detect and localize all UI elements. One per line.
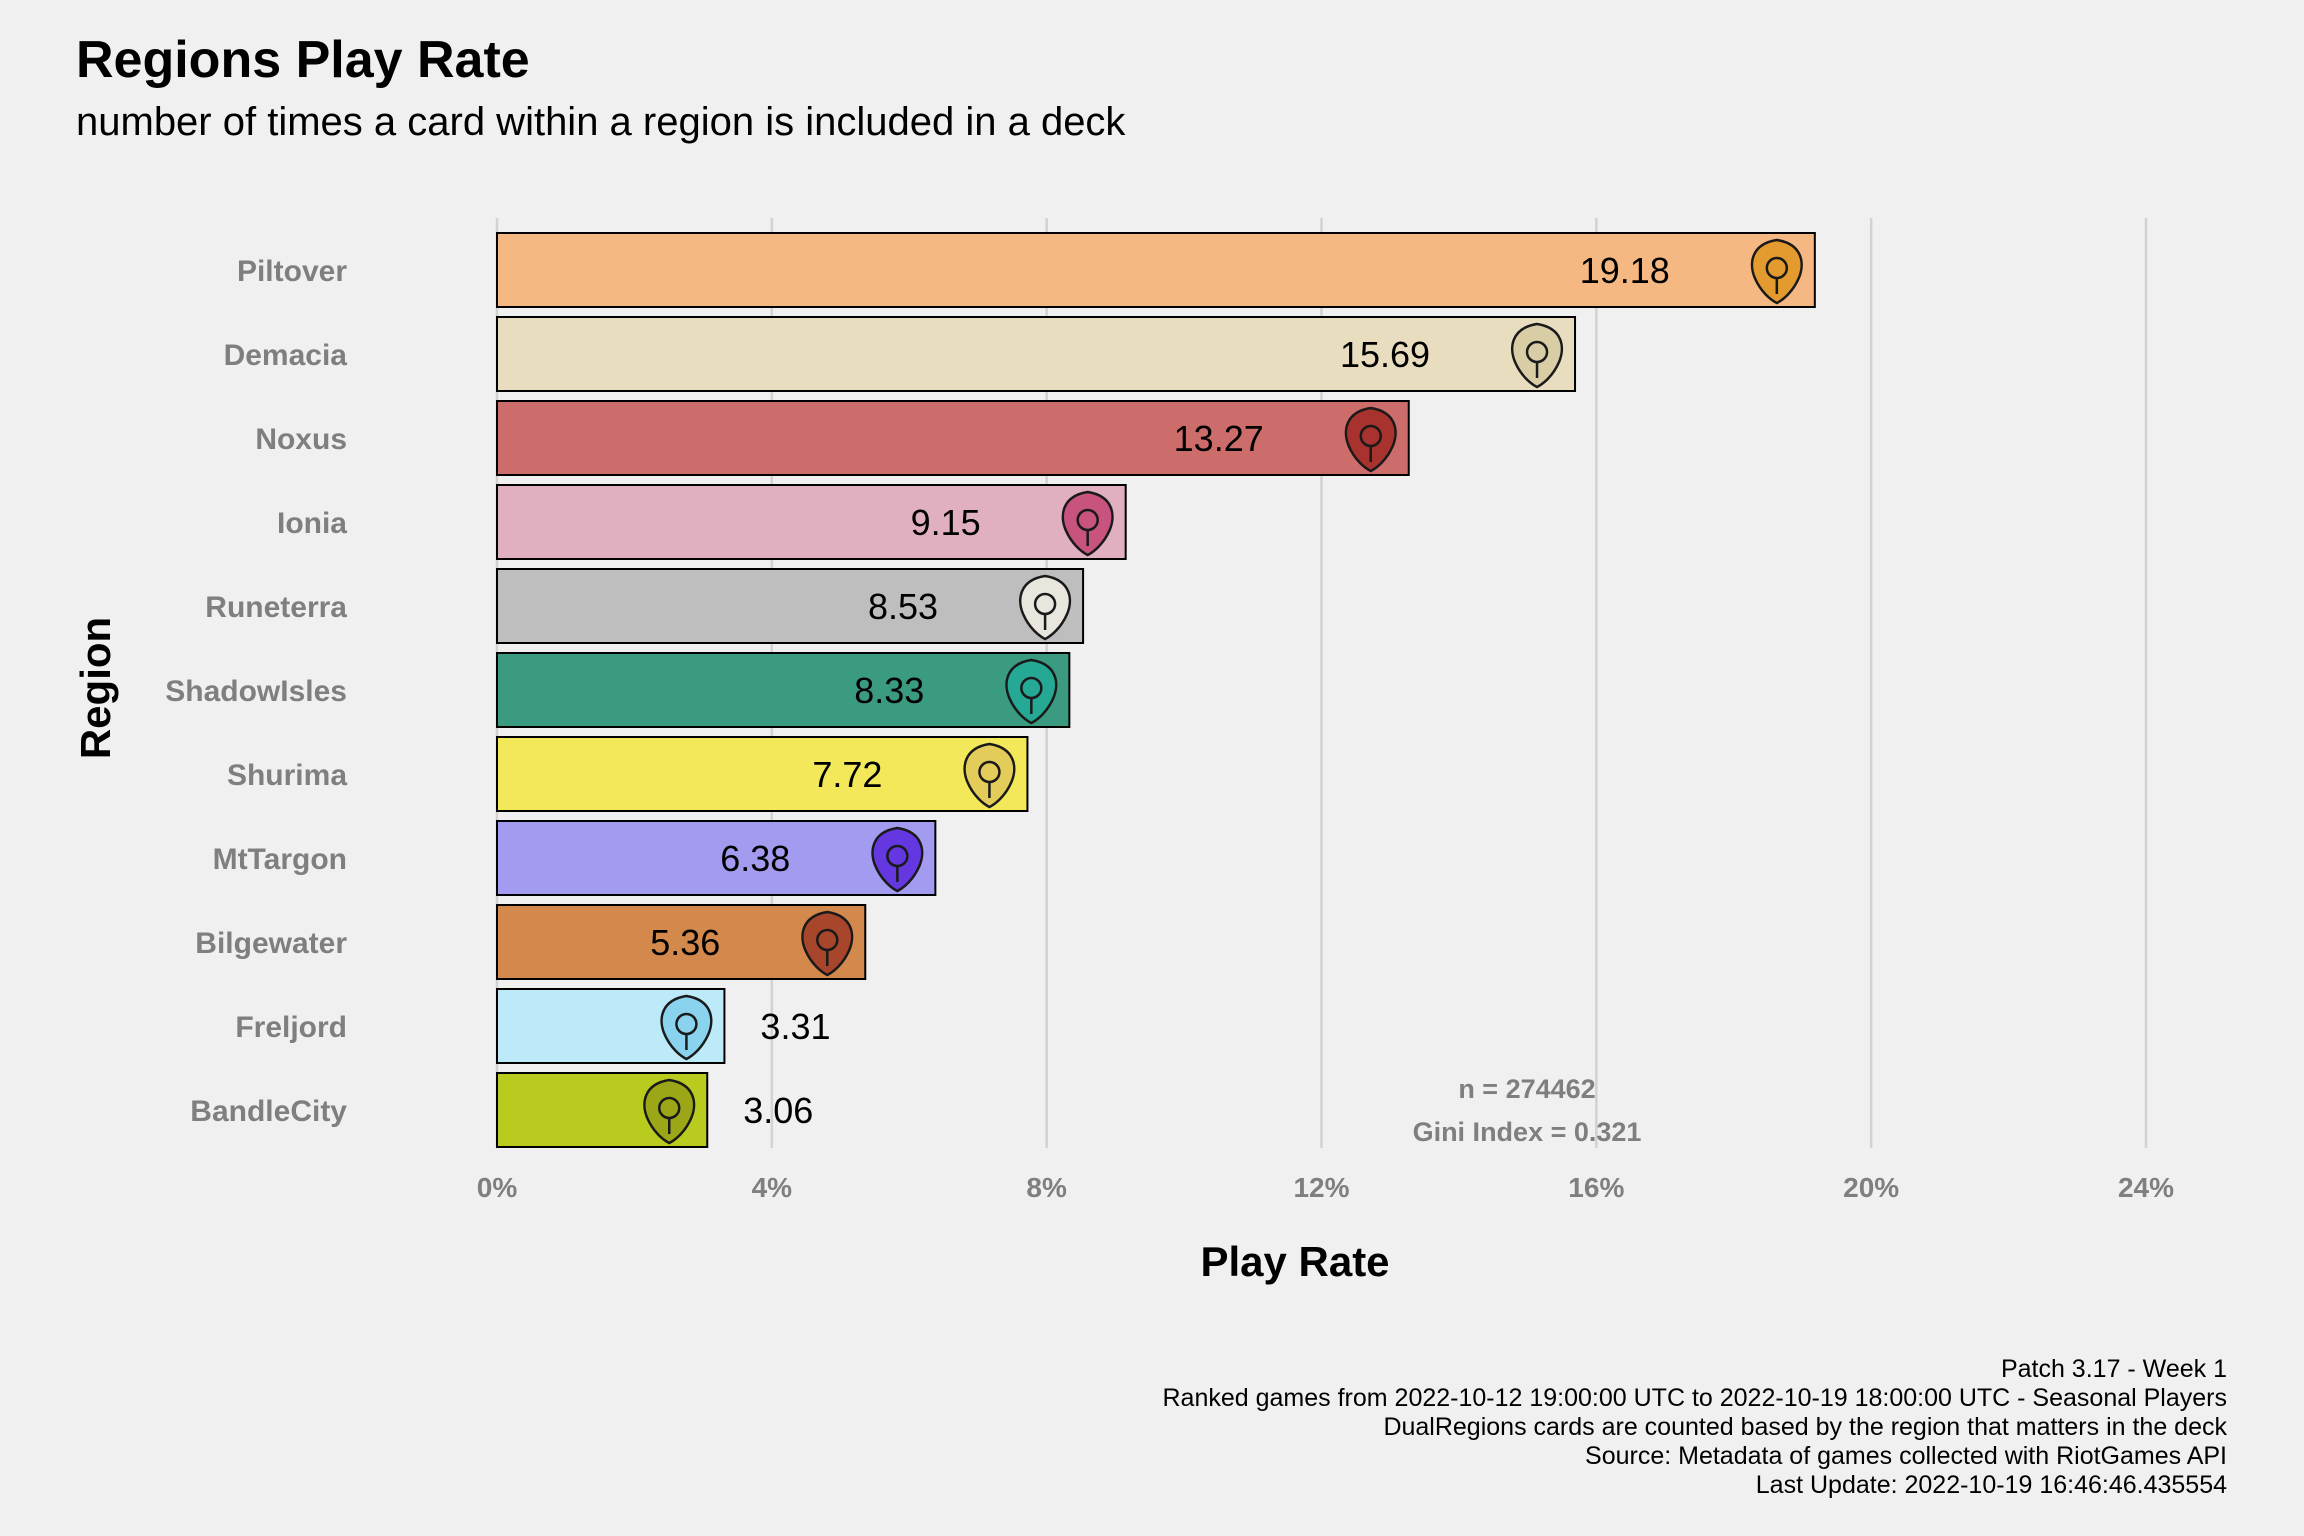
caption-line: Last Update: 2022-10-19 16:46:46.435554 [1755, 1471, 2227, 1499]
value-label-bilgewater: 5.36 [650, 922, 720, 963]
y-axis-title: Region [72, 617, 119, 759]
y-tick-label-noxus: Noxus [255, 423, 347, 456]
caption-line: DualRegions cards are counted based by t… [1383, 1413, 2227, 1441]
bar-shurima [496, 736, 1029, 812]
bar-demacia [496, 316, 1577, 392]
x-tick-label: 20% [1843, 1172, 1899, 1203]
y-tick-label-piltover: Piltover [237, 255, 347, 288]
value-label-bandlecity: 3.06 [743, 1090, 813, 1131]
bars [496, 232, 1816, 1148]
value-label-piltover: 19.18 [1580, 250, 1670, 291]
shadow-isles-icon [1005, 658, 1058, 725]
bar-ionia [496, 484, 1127, 560]
labels: 0% 4% 8% 12% 16% 20% 24% Piltover 19.18 Demacia 15… [165, 250, 2174, 1203]
bar-noxus [496, 400, 1410, 476]
piltover-icon [1750, 238, 1803, 305]
y-tick-label-bandlecity: BandleCity [190, 1095, 347, 1128]
bandle-city-icon [643, 1078, 696, 1145]
runeterra-icon [1019, 574, 1072, 641]
y-tick-label-bilgewater: Bilgewater [195, 927, 347, 960]
caption-line: Ranked games from 2022-10-12 19:00:00 UT… [1162, 1384, 2228, 1412]
chart-subtitle: number of times a card within a region i… [76, 100, 1126, 144]
shurima-icon [963, 742, 1016, 809]
x-tick-label: 8% [1026, 1172, 1067, 1203]
value-label-shadowisles: 8.33 [854, 670, 924, 711]
value-label-demacia: 15.69 [1340, 334, 1430, 375]
sample-size-annotation: n = 274462 [1458, 1074, 1595, 1104]
y-tick-label-freljord: Freljord [235, 1011, 347, 1044]
y-tick-label-runeterra: Runeterra [205, 591, 347, 624]
x-tick-label: 24% [2118, 1172, 2174, 1203]
x-tick-label: 16% [1568, 1172, 1624, 1203]
bar-mttargon [496, 820, 937, 896]
value-label-ionia: 9.15 [911, 502, 981, 543]
x-axis-title: Play Rate [1200, 1238, 1389, 1285]
bar-runeterra [496, 568, 1085, 644]
value-label-mttargon: 6.38 [720, 838, 790, 879]
caption-line: Source: Metadata of games collected with… [1585, 1442, 2227, 1470]
y-tick-label-mttargon: MtTargon [213, 843, 347, 876]
chart-title: Regions Play Rate [76, 31, 530, 89]
value-label-runeterra: 8.53 [868, 586, 938, 627]
noxus-icon [1344, 406, 1397, 473]
mt-targon-icon [871, 826, 924, 893]
demacia-icon [1511, 322, 1564, 389]
bar-shadowisles [496, 652, 1071, 728]
y-tick-label-shadowisles: ShadowIsles [165, 675, 347, 708]
x-tick-label: 4% [752, 1172, 793, 1203]
x-tick-label: 12% [1293, 1172, 1349, 1203]
freljord-icon [660, 994, 713, 1061]
value-label-freljord: 3.31 [760, 1006, 830, 1047]
value-label-noxus: 13.27 [1174, 418, 1264, 459]
ionia-icon [1061, 490, 1114, 557]
y-tick-label-demacia: Demacia [224, 339, 348, 372]
value-label-shurima: 7.72 [812, 754, 882, 795]
caption: Patch 3.17 - Week 1 Ranked games from 20… [1163, 1355, 2228, 1500]
x-tick-label: 0% [477, 1172, 518, 1203]
y-tick-label-shurima: Shurima [227, 759, 347, 792]
bilgewater-icon [801, 910, 854, 977]
bar-piltover [496, 232, 1816, 308]
y-tick-label-ionia: Ionia [277, 507, 347, 540]
gini-index-annotation: Gini Index = 0.321 [1413, 1117, 1642, 1147]
caption-line: Patch 3.17 - Week 1 [2000, 1355, 2227, 1383]
